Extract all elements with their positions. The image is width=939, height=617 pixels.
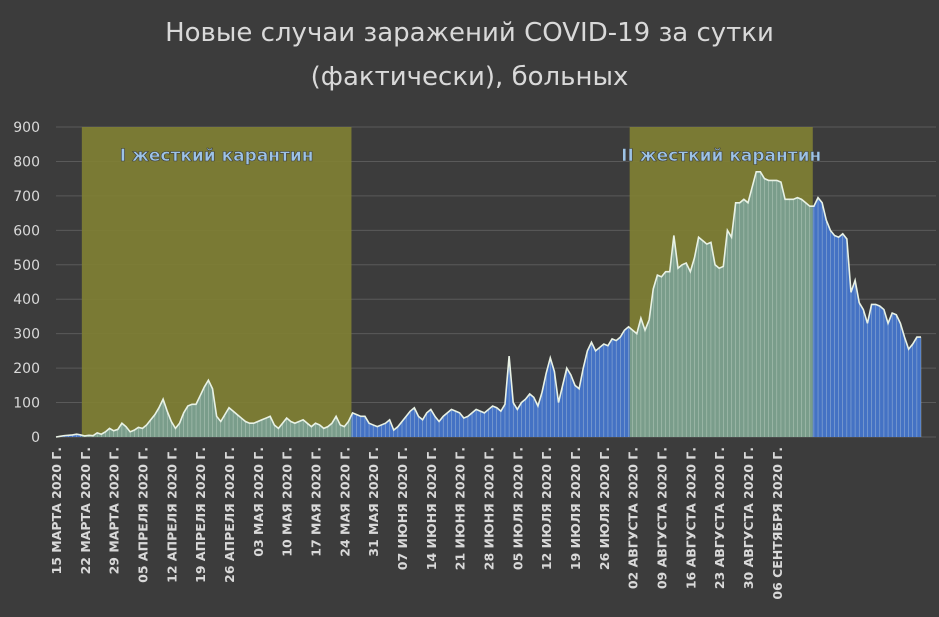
x-axis-ticks: 15 МАРТА 2020 Г. 22 МАРТА 2020 Г. 29 МАРТА…	[49, 447, 785, 600]
x-tick-label: 19 ИЮЛЯ 2020 Г.	[568, 447, 583, 570]
x-tick-label: 02 АВГУСТА 2020 Г.	[626, 447, 641, 589]
x-tick-label: 29 МАРТА 2020 Г.	[107, 447, 122, 574]
y-tick-label: 100	[13, 396, 40, 412]
x-tick-label: 03 МАЯ 2020 Г.	[251, 447, 266, 557]
y-tick-label: 200	[13, 361, 40, 377]
x-tick-label: 22 МАРТА 2020 Г.	[78, 447, 93, 574]
y-tick-label: 400	[13, 292, 40, 308]
cases-area	[55, 170, 922, 438]
x-tick-label: 06 СЕНТЯБРЯ 2020 Г.	[770, 447, 785, 600]
y-tick-label: 700	[13, 189, 40, 205]
chart-title: Новые случаи заражений COVID-19 за сутки	[165, 18, 774, 48]
x-tick-label: 19 АПРЕЛЯ 2020 Г.	[193, 447, 208, 583]
x-tick-label: 31 МАЯ 2020 Г.	[366, 447, 381, 557]
quarantine-label: II жесткий карантин	[621, 146, 821, 166]
x-tick-label: 24 МАЯ 2020 Г.	[337, 447, 352, 557]
quarantine-area-fill	[629, 171, 813, 437]
x-tick-label: 14 ИЮНЯ 2020 Г.	[424, 447, 439, 570]
quarantine-label: I жесткий карантин	[120, 146, 314, 166]
y-tick-label: 800	[13, 154, 40, 170]
x-tick-label: 21 ИЮНЯ 2020 Г.	[453, 447, 468, 570]
x-tick-label: 28 ИЮНЯ 2020 Г.	[482, 447, 497, 570]
y-tick-label: 0	[31, 430, 40, 446]
x-tick-label: 12 АПРЕЛЯ 2020 Г.	[164, 447, 179, 583]
quarantine-labels: I жесткий карантин II жесткий карантин	[119, 146, 821, 167]
x-tick-label: 30 АВГУСТА 2020 Г.	[741, 447, 756, 589]
x-tick-label: 26 ИЮЛЯ 2020 Г.	[597, 447, 612, 570]
y-tick-label: 600	[13, 223, 40, 239]
y-axis-ticks: 0 100 200 300 400 500 600 700 800 900	[13, 120, 40, 446]
x-tick-label: 05 АПРЕЛЯ 2020 Г.	[136, 447, 151, 583]
x-tick-label: 07 ИЮНЯ 2020 Г.	[395, 447, 410, 570]
quarantine-band	[81, 127, 352, 437]
x-tick-label: 09 АВГУСТА 2020 Г.	[655, 447, 670, 589]
x-tick-label: 12 ИЮЛЯ 2020 Г.	[539, 447, 554, 570]
x-tick-label: 17 МАЯ 2020 Г.	[309, 447, 324, 557]
x-tick-label: 10 МАЯ 2020 Г.	[280, 447, 295, 557]
x-tick-label: 15 МАРТА 2020 Г.	[49, 447, 64, 574]
y-tick-label: 900	[13, 120, 40, 136]
chart-subtitle: (фактически), больных	[310, 62, 629, 92]
x-tick-label: 16 АВГУСТА 2020 Г.	[683, 447, 698, 589]
y-tick-label: 300	[13, 327, 40, 343]
y-tick-label: 500	[13, 258, 40, 274]
x-tick-label: 23 АВГУСТА 2020 Г.	[712, 447, 727, 589]
x-tick-label: 26 АПРЕЛЯ 2020 Г.	[222, 447, 237, 583]
cases-line	[55, 170, 921, 438]
x-tick-label: 05 ИЮЛЯ 2020 Г.	[510, 447, 525, 570]
